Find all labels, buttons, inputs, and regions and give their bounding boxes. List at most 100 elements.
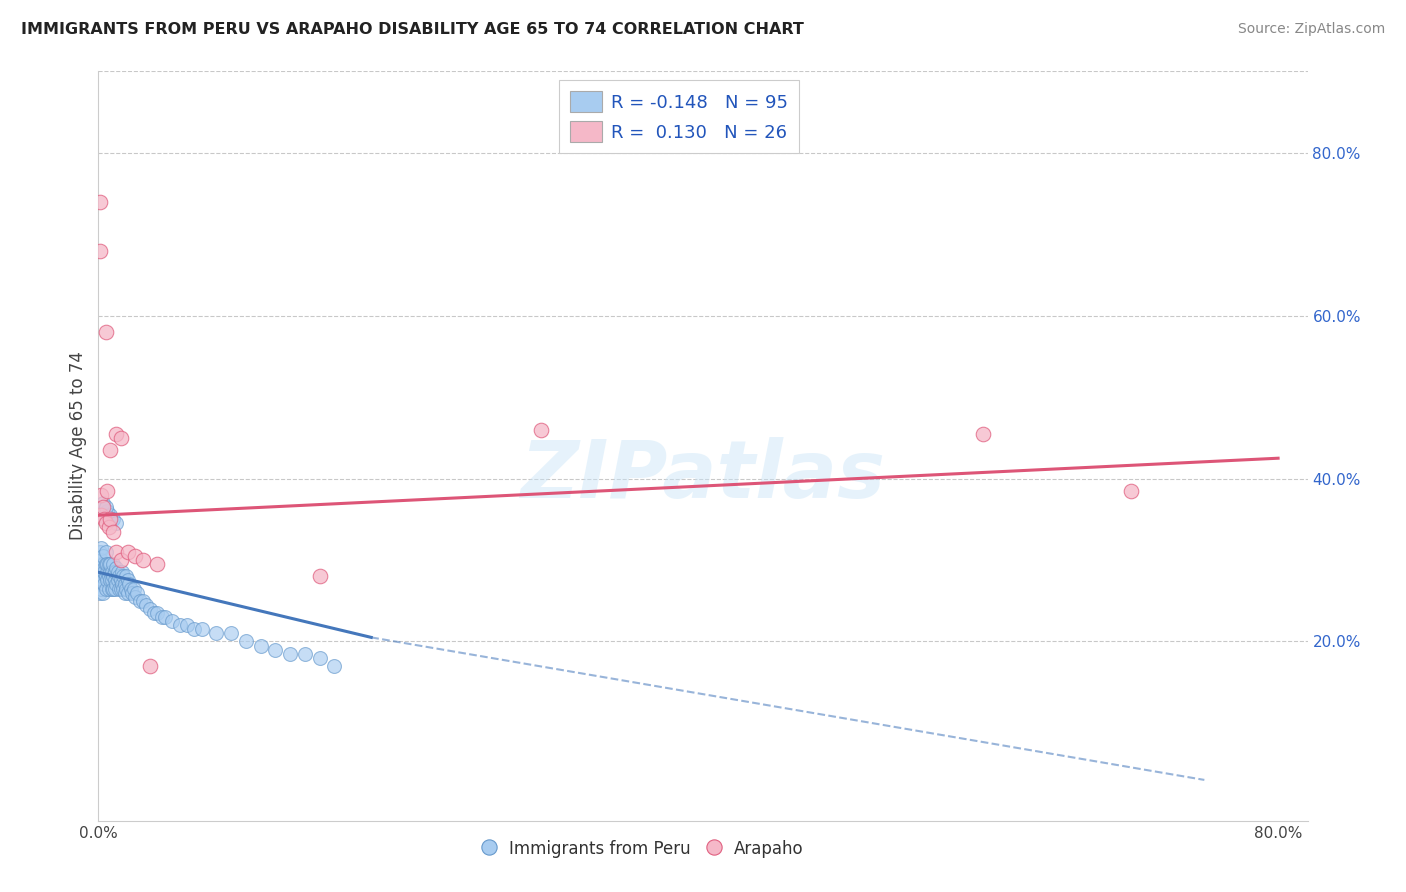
Point bbox=[160, 614, 183, 628]
Point bbox=[205, 626, 228, 640]
Point bbox=[249, 639, 271, 653]
Point bbox=[91, 549, 114, 563]
Point bbox=[94, 545, 117, 559]
Point bbox=[94, 325, 117, 339]
Point bbox=[91, 500, 114, 514]
Point bbox=[90, 508, 112, 523]
Point bbox=[98, 566, 121, 580]
Point bbox=[90, 488, 112, 502]
Point bbox=[108, 582, 131, 596]
Point bbox=[153, 610, 176, 624]
Point bbox=[110, 553, 132, 567]
Point bbox=[111, 566, 134, 580]
Point bbox=[90, 577, 112, 591]
Point bbox=[122, 582, 145, 596]
Point bbox=[91, 557, 114, 571]
Point bbox=[98, 512, 121, 526]
Point bbox=[294, 647, 316, 661]
Point bbox=[110, 582, 132, 596]
Text: IMMIGRANTS FROM PERU VS ARAPAHO DISABILITY AGE 65 TO 74 CORRELATION CHART: IMMIGRANTS FROM PERU VS ARAPAHO DISABILI… bbox=[21, 22, 804, 37]
Point bbox=[118, 577, 141, 591]
Text: Source: ZipAtlas.com: Source: ZipAtlas.com bbox=[1237, 22, 1385, 37]
Point bbox=[97, 569, 120, 583]
Point bbox=[94, 557, 117, 571]
Point bbox=[117, 574, 139, 588]
Point bbox=[308, 650, 330, 665]
Point bbox=[115, 582, 138, 596]
Point bbox=[121, 585, 143, 599]
Point bbox=[125, 585, 148, 599]
Point bbox=[91, 566, 114, 580]
Point bbox=[146, 557, 169, 571]
Point bbox=[100, 574, 122, 588]
Point bbox=[97, 512, 120, 526]
Point bbox=[97, 557, 120, 571]
Point bbox=[124, 549, 146, 563]
Point bbox=[90, 569, 112, 583]
Point bbox=[89, 585, 111, 599]
Point bbox=[94, 516, 117, 531]
Point bbox=[146, 606, 169, 620]
Point bbox=[97, 582, 120, 596]
Point bbox=[112, 569, 135, 583]
Point bbox=[100, 566, 122, 580]
Point bbox=[131, 553, 153, 567]
Point bbox=[94, 500, 117, 514]
Legend: Immigrants from Peru, Arapaho: Immigrants from Peru, Arapaho bbox=[475, 833, 810, 864]
Point bbox=[128, 593, 150, 607]
Point bbox=[89, 574, 111, 588]
Point bbox=[96, 574, 118, 588]
Point bbox=[190, 622, 212, 636]
Point bbox=[89, 557, 111, 571]
Point bbox=[98, 557, 121, 571]
Point bbox=[183, 622, 205, 636]
Point bbox=[111, 577, 134, 591]
Point bbox=[101, 569, 124, 583]
Point bbox=[91, 574, 114, 588]
Point bbox=[98, 508, 121, 523]
Point bbox=[264, 642, 287, 657]
Point bbox=[308, 569, 330, 583]
Point bbox=[96, 566, 118, 580]
Point bbox=[104, 574, 127, 588]
Point bbox=[124, 590, 146, 604]
Point bbox=[91, 585, 114, 599]
Point bbox=[90, 582, 112, 596]
Point bbox=[972, 426, 994, 441]
Point bbox=[135, 598, 157, 612]
Point bbox=[90, 561, 112, 575]
Point bbox=[114, 577, 136, 591]
Point bbox=[101, 524, 124, 539]
Point bbox=[89, 194, 111, 209]
Point bbox=[93, 566, 115, 580]
Point bbox=[98, 443, 121, 458]
Point bbox=[110, 574, 132, 588]
Point bbox=[89, 566, 111, 580]
Point bbox=[93, 512, 115, 526]
Point bbox=[101, 512, 124, 526]
Point bbox=[112, 582, 135, 596]
Point bbox=[107, 566, 129, 580]
Point bbox=[219, 626, 242, 640]
Point bbox=[97, 520, 120, 534]
Point bbox=[93, 561, 115, 575]
Point bbox=[117, 585, 139, 599]
Point bbox=[96, 483, 118, 498]
Point bbox=[104, 566, 127, 580]
Point bbox=[90, 541, 112, 555]
Point bbox=[98, 574, 121, 588]
Point bbox=[114, 585, 136, 599]
Point bbox=[150, 610, 173, 624]
Point bbox=[139, 602, 162, 616]
Point bbox=[131, 593, 153, 607]
Point bbox=[169, 618, 191, 632]
Y-axis label: Disability Age 65 to 74: Disability Age 65 to 74 bbox=[69, 351, 87, 541]
Point bbox=[115, 569, 138, 583]
Point bbox=[105, 426, 128, 441]
Point bbox=[105, 545, 128, 559]
Point bbox=[105, 561, 128, 575]
Point bbox=[1119, 483, 1142, 498]
Point bbox=[94, 582, 117, 596]
Point bbox=[104, 582, 127, 596]
Point bbox=[101, 557, 124, 571]
